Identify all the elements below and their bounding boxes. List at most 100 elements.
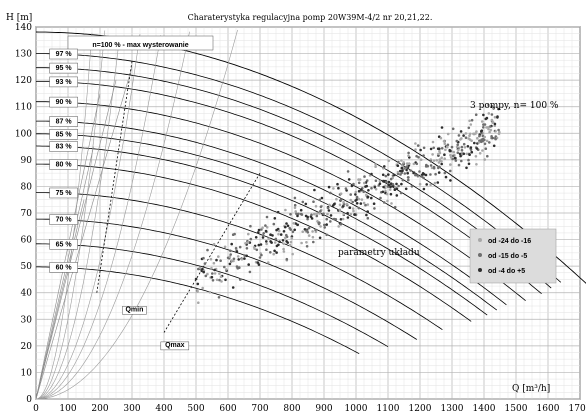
data-point [265, 226, 269, 229]
data-point [329, 214, 333, 217]
data-point [390, 202, 393, 205]
data-point [418, 182, 422, 186]
data-point [453, 156, 457, 160]
data-point [374, 187, 378, 191]
data-point [480, 120, 484, 123]
data-point [419, 148, 422, 152]
three-pumps-label: 3 pompy, n= 100 % [470, 101, 559, 111]
data-point [325, 217, 329, 221]
data-point [328, 203, 331, 207]
data-point [292, 222, 296, 225]
data-point [332, 202, 336, 206]
data-point [203, 262, 207, 265]
data-point [307, 226, 311, 230]
data-point [455, 139, 459, 143]
data-point [300, 213, 304, 216]
data-point [412, 162, 416, 166]
data-point [338, 203, 342, 207]
data-point [475, 147, 479, 150]
data-point [359, 202, 363, 205]
data-point [346, 211, 349, 215]
data-point [452, 150, 456, 154]
chart-grid [35, 26, 581, 400]
data-point [223, 245, 227, 249]
data-point [365, 179, 369, 182]
data-point [329, 191, 332, 195]
data-point [249, 237, 253, 241]
data-point [359, 188, 363, 191]
y-tick-label: 110 [15, 103, 32, 113]
data-point [259, 243, 263, 246]
data-point [462, 142, 466, 146]
data-point [355, 195, 359, 199]
data-point [238, 266, 241, 270]
data-point [478, 152, 482, 155]
data-point [231, 286, 235, 289]
speed-curve-label: 90 % [56, 99, 73, 106]
data-point [305, 229, 309, 232]
data-point [228, 255, 232, 258]
data-point [289, 240, 293, 244]
data-point [198, 266, 202, 270]
data-point [232, 259, 235, 263]
data-point [487, 127, 490, 131]
data-point [366, 203, 370, 206]
data-point [267, 261, 270, 264]
data-point [267, 237, 271, 240]
data-point [436, 181, 440, 184]
data-point [450, 145, 454, 149]
x-tick-label: 0 [33, 404, 39, 414]
data-point [366, 216, 370, 220]
speed-curve [36, 133, 498, 311]
data-point [364, 203, 367, 207]
speed-curve-label-box [49, 214, 78, 225]
data-point [482, 113, 485, 117]
efficiency-curve [35, 32, 93, 400]
data-point [269, 240, 272, 243]
data-point [240, 258, 244, 261]
data-point [374, 165, 377, 168]
data-point [457, 134, 461, 137]
data-point [444, 148, 447, 152]
speed-curve [36, 163, 472, 322]
data-point [381, 190, 385, 194]
data-point [444, 175, 448, 179]
data-point [417, 156, 420, 159]
data-point [257, 228, 261, 232]
data-point [303, 228, 307, 231]
data-point [230, 242, 233, 246]
speed-curve-label-box [49, 96, 78, 108]
data-point [480, 129, 483, 133]
data-point [474, 155, 478, 158]
y-tick-label: 100 [15, 129, 32, 139]
data-point [354, 193, 357, 196]
data-point [265, 240, 268, 243]
data-point [465, 166, 468, 170]
x-axis-label: Q [m³/h] [512, 384, 550, 394]
data-point [383, 165, 386, 168]
y-tick-label: 30 [21, 315, 33, 325]
data-point [387, 183, 391, 187]
data-point [342, 213, 346, 216]
data-point [434, 172, 437, 176]
data-point [404, 187, 408, 191]
data-point [386, 199, 389, 203]
data-point [449, 153, 452, 157]
data-point [493, 115, 497, 119]
y-tick-label: 60 [21, 236, 33, 246]
data-point [442, 140, 446, 143]
data-point [313, 188, 316, 192]
data-point [422, 187, 426, 191]
data-point [311, 235, 315, 239]
data-point [384, 174, 388, 178]
x-tick-label: 800 [283, 404, 300, 414]
x-tick-label: 1500 [505, 404, 528, 414]
data-point [342, 200, 345, 204]
data-point [305, 245, 309, 248]
data-point [431, 153, 434, 156]
data-point [467, 126, 471, 130]
data-point [382, 201, 386, 204]
data-point [272, 222, 276, 226]
data-point [311, 230, 314, 233]
